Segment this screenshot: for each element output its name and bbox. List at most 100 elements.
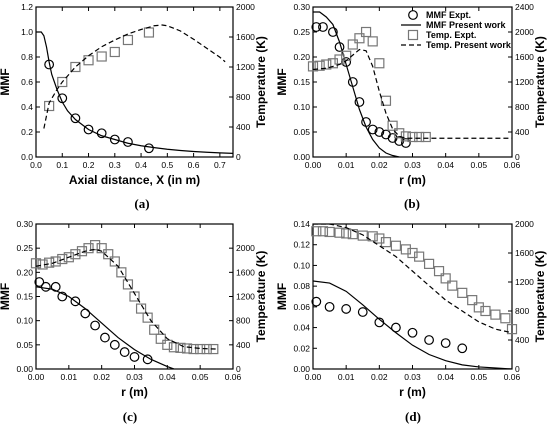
- y-left-tick-label: 0.15: [293, 77, 310, 87]
- y-right-tick-label: 0: [236, 364, 241, 374]
- y-left-tick-label: 0.08: [293, 281, 310, 291]
- temp-model-line: [313, 48, 512, 139]
- legend-entry-label: MMF Expt.: [426, 10, 471, 20]
- temp-expt-point: [162, 339, 173, 350]
- y-left-tick-label: 0.10: [293, 260, 310, 270]
- y-right-tick-label: 800: [515, 306, 529, 316]
- panel-label: (d): [405, 409, 421, 424]
- temp-expt-point: [500, 313, 511, 324]
- temp-expt-point: [400, 244, 411, 255]
- legend-circle-swatch: [408, 10, 418, 20]
- y-left-axis-label: MMF: [0, 68, 12, 95]
- y-left-tick-label: 0.8: [21, 52, 33, 62]
- mmf-expt-point: [80, 308, 91, 319]
- mmf-expt-point: [34, 277, 45, 287]
- temp-expt-point: [70, 61, 81, 73]
- temp-expt-point: [30, 258, 42, 269]
- temp-expt-point: [367, 36, 378, 47]
- y-left-tick-label: 0.15: [16, 292, 33, 302]
- temp-expt-point: [50, 256, 61, 267]
- x-tick-label: 0.0: [30, 160, 42, 170]
- temp-expt-point: [57, 76, 68, 88]
- x-tick-label: 0.03: [126, 372, 143, 382]
- legend-entry-label: MMF Present work: [426, 20, 507, 30]
- y-left-tick-label: 0.10: [16, 316, 33, 326]
- mmf-expt-point: [311, 296, 322, 307]
- y-right-tick-label: 1600: [515, 248, 534, 258]
- legend-square-swatch: [407, 29, 419, 41]
- temp-expt-point: [57, 253, 68, 265]
- temp-expt-point: [334, 227, 345, 238]
- panel-b: 0.00 0.01 0.02 0.03 0.04 0.05 0.06 0.00 0.05 0.10…: [275, 2, 547, 211]
- mmf-model-line: [313, 11, 400, 157]
- temp-expt-point: [143, 27, 155, 38]
- temp-expt-point: [414, 131, 425, 143]
- y-right-tick-label: 400: [515, 335, 529, 345]
- y-left-axis-label: MMF: [0, 283, 12, 310]
- temp-expt-point: [327, 58, 338, 69]
- panel-c: 0.00 0.01 0.02 0.03 0.04 0.05 0.06 0.00 0.05 0.10…: [0, 219, 268, 424]
- y-right-tick-label: 0: [236, 152, 241, 162]
- y-right-axis-label: Temperature (K): [533, 251, 547, 343]
- temp-expt-point: [347, 39, 358, 50]
- panel-label: (b): [404, 196, 420, 211]
- y-left-tick-label: 0.06: [293, 302, 310, 312]
- x-tick-label: 0.4: [135, 160, 147, 170]
- y-right-tick-label: 400: [236, 122, 250, 132]
- mmf-model-line: [36, 286, 175, 369]
- x-tick-label: 0.2: [83, 160, 95, 170]
- temp-expt-point: [357, 230, 368, 241]
- y-right-tick-label: 2000: [236, 2, 255, 12]
- temp-expt-point: [149, 324, 160, 335]
- panel-d: 0.00 0.01 0.02 0.03 0.04 0.05 0.06 0.00 0.02 0.04…: [275, 219, 547, 424]
- y-right-tick-label: 1600: [515, 52, 534, 62]
- temp-expt-point: [44, 100, 55, 112]
- temp-expt-point: [374, 58, 385, 69]
- y-right-axis-label: Temperature (K): [533, 36, 547, 128]
- temp-expt-point: [473, 302, 484, 313]
- mmf-expt-point: [328, 27, 338, 37]
- temp-expt-point: [380, 95, 392, 106]
- mmf-expt-point: [457, 343, 468, 354]
- temp-expt-point: [407, 131, 418, 143]
- temp-expt-point: [181, 343, 193, 354]
- x-axis-label: r (m): [399, 385, 426, 399]
- x-tick-label: 0.03: [404, 160, 421, 170]
- temp-expt-point: [314, 60, 325, 71]
- temp-expt-point: [467, 295, 478, 306]
- plot-frame: [35, 223, 234, 370]
- mmf-expt-point: [129, 352, 140, 362]
- mmf-expt-point: [424, 335, 434, 345]
- temp-expt-point: [433, 266, 445, 277]
- mmf-model-line: [313, 280, 512, 369]
- mmf-expt-point: [70, 296, 81, 307]
- temp-expt-point: [341, 228, 352, 239]
- mmf-expt-point: [109, 339, 120, 350]
- y-right-tick-label: 400: [515, 127, 529, 137]
- temp-expt-point: [414, 251, 425, 262]
- y-left-tick-label: 0.6: [21, 77, 33, 87]
- x-tick-label: 0.04: [159, 372, 176, 382]
- y-left-tick-label: 0.25: [16, 243, 33, 253]
- x-tick-label: 0.02: [371, 372, 388, 382]
- temp-expt-point: [122, 34, 134, 46]
- y-left-tick-label: 0.05: [16, 340, 33, 350]
- x-tick-label: 0.05: [471, 372, 488, 382]
- y-right-tick-label: 800: [236, 316, 250, 326]
- temp-expt-point: [374, 233, 385, 244]
- y-left-tick-label: 0.00: [293, 152, 310, 162]
- temp-expt-point: [188, 343, 199, 355]
- mmf-expt-point: [109, 134, 120, 145]
- y-left-tick-label: 0.30: [16, 219, 33, 229]
- legend-entry-label: Temp. Expt.: [426, 30, 476, 40]
- temp-model-line: [313, 224, 512, 334]
- panel-a: 0.0 0.1 0.2 0.3 0.4 0.5 0.6 0.7 0.0 0.2 0.4 0.6 0.8 1…: [0, 2, 268, 211]
- temp-expt-point: [175, 342, 186, 353]
- x-tick-label: 0.3: [109, 160, 121, 170]
- mmf-expt-point: [341, 304, 352, 314]
- temp-expt-point: [420, 131, 431, 143]
- y-right-tick-label: 800: [515, 102, 529, 112]
- temp-expt-point: [447, 280, 458, 291]
- temp-expt-point: [96, 243, 107, 254]
